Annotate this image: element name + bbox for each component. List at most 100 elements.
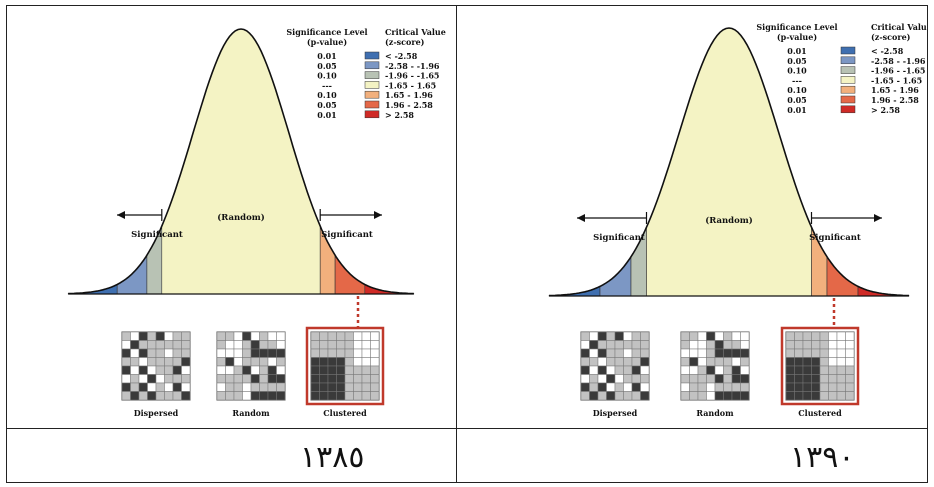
map-tile bbox=[216, 382, 226, 392]
map-tile bbox=[697, 382, 707, 392]
map-tile bbox=[614, 374, 624, 384]
map-tile bbox=[631, 331, 641, 341]
map-tile bbox=[697, 365, 707, 375]
map-tile bbox=[614, 357, 624, 367]
legend-p-value: 0.10 bbox=[317, 90, 337, 100]
map-tile bbox=[216, 348, 226, 358]
map-tile bbox=[631, 391, 641, 401]
map-tile bbox=[706, 340, 716, 350]
map-tile bbox=[811, 348, 821, 358]
map-tile bbox=[242, 331, 252, 341]
legend-swatch bbox=[364, 90, 380, 99]
map-tile bbox=[233, 391, 243, 401]
map-tile bbox=[640, 340, 650, 350]
map-tile bbox=[138, 382, 148, 392]
map-tile bbox=[723, 357, 733, 367]
map-tile bbox=[731, 348, 741, 358]
map-tile bbox=[731, 365, 741, 375]
map-tile bbox=[614, 331, 624, 341]
map-tile bbox=[370, 348, 380, 358]
map-tile bbox=[689, 391, 699, 401]
map-tile bbox=[327, 331, 337, 341]
pattern-label-dispersed: Dispersed bbox=[593, 408, 638, 418]
legend-crit-sub: (z-score) bbox=[871, 32, 911, 42]
legend-p-value: 0.01 bbox=[787, 105, 806, 115]
map-tile bbox=[819, 391, 829, 401]
map-tile bbox=[723, 340, 733, 350]
map-tile bbox=[130, 365, 140, 375]
map-tile bbox=[697, 340, 707, 350]
map-tile bbox=[344, 340, 354, 350]
map-tile bbox=[155, 374, 165, 384]
legend-swatch bbox=[364, 100, 380, 109]
map-tile bbox=[614, 348, 624, 358]
map-tile bbox=[731, 382, 741, 392]
map-tile bbox=[233, 348, 243, 358]
map-tile bbox=[597, 382, 607, 392]
map-tile bbox=[606, 382, 616, 392]
map-tile bbox=[267, 357, 277, 367]
map-tile bbox=[723, 382, 733, 392]
map-tile bbox=[706, 365, 716, 375]
map-tile bbox=[172, 374, 182, 384]
map-tile bbox=[640, 382, 650, 392]
map-tile bbox=[819, 348, 829, 358]
map-tile bbox=[310, 331, 320, 341]
map-tile bbox=[130, 340, 140, 350]
map-tile bbox=[794, 365, 804, 375]
map-tile bbox=[623, 374, 633, 384]
random-label: (Random) bbox=[705, 215, 753, 226]
legend-sig-header: Significance Level bbox=[756, 22, 837, 32]
legend-z-range: 1.65 - 1.96 bbox=[871, 85, 919, 95]
map-tile bbox=[697, 374, 707, 384]
map-tile bbox=[164, 331, 174, 341]
map-tile bbox=[614, 382, 624, 392]
map-tile bbox=[121, 382, 131, 392]
map-tile bbox=[172, 331, 182, 341]
map-tile bbox=[327, 365, 337, 375]
map-tile bbox=[138, 365, 148, 375]
map-tile bbox=[242, 382, 252, 392]
map-tile bbox=[353, 348, 363, 358]
map-tile bbox=[606, 391, 616, 401]
map-tile bbox=[147, 331, 157, 341]
legend-z-range: -2.58 - -1.96 bbox=[385, 61, 440, 71]
map-tile bbox=[597, 365, 607, 375]
map-tile bbox=[794, 382, 804, 392]
map-tile bbox=[327, 340, 337, 350]
map-tile bbox=[225, 365, 235, 375]
map-tile bbox=[344, 382, 354, 392]
map-tile bbox=[802, 331, 812, 341]
map-tile bbox=[233, 340, 243, 350]
map-tile bbox=[344, 357, 354, 367]
map-tile bbox=[785, 357, 795, 367]
map-tile bbox=[121, 331, 131, 341]
map-tile bbox=[794, 374, 804, 384]
map-tile bbox=[276, 374, 286, 384]
map-tile bbox=[327, 357, 337, 367]
map-tile bbox=[614, 365, 624, 375]
map-tile bbox=[689, 365, 699, 375]
map-tile bbox=[242, 374, 252, 384]
map-tile bbox=[336, 374, 346, 384]
map-tile bbox=[811, 340, 821, 350]
map-tile bbox=[361, 391, 371, 401]
map-tile bbox=[216, 374, 226, 384]
map-tile bbox=[706, 357, 716, 367]
map-tile bbox=[370, 331, 380, 341]
map-tile bbox=[640, 348, 650, 358]
map-tile bbox=[164, 391, 174, 401]
bell-curve-outline bbox=[68, 28, 414, 295]
map-tile bbox=[723, 331, 733, 341]
legend-swatch bbox=[364, 51, 380, 60]
legend-swatch bbox=[364, 110, 380, 119]
map-tile bbox=[181, 357, 191, 367]
legend-swatch bbox=[840, 105, 856, 114]
map-tile bbox=[623, 357, 633, 367]
map-tile bbox=[706, 374, 716, 384]
legend-p-value: 0.01 bbox=[317, 110, 336, 120]
legend-p-value: --- bbox=[322, 80, 332, 90]
map-tile bbox=[310, 374, 320, 384]
map-tile bbox=[597, 391, 607, 401]
map-tile bbox=[845, 331, 855, 341]
